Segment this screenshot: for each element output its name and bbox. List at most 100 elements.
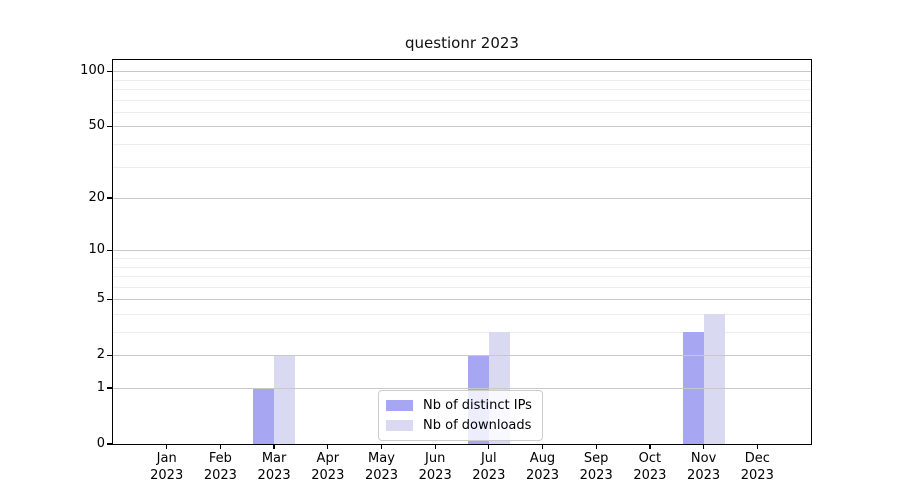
x-axis-label-apr: Apr 2023	[311, 451, 344, 484]
x-axis-label-month: Jan	[156, 451, 177, 466]
y-axis-tick-20	[107, 197, 112, 199]
gridline-minor-y3	[113, 332, 811, 333]
gridline-minor-y70	[113, 99, 811, 101]
x-axis-label-year: 2023	[257, 467, 291, 483]
x-axis-label-month: Oct	[638, 451, 662, 466]
gridline-major-y2	[113, 355, 811, 357]
y-axis-label-0: 0	[96, 436, 105, 451]
legend: Nb of distinct IPs Nb of downloads	[378, 390, 543, 441]
legend-row-downloads: Nb of downloads	[386, 418, 532, 433]
y-axis-tick-5	[107, 298, 112, 300]
gridline-minor-y90	[113, 79, 811, 81]
legend-swatch-distinct-ips	[386, 400, 413, 411]
bar-mar-downloads	[274, 355, 296, 444]
y-axis-tick-2	[107, 354, 112, 356]
x-axis-label-year: 2023	[150, 467, 184, 483]
x-axis-tick-apr	[327, 444, 329, 449]
x-axis-label-nov: Nov 2023	[687, 451, 720, 484]
gridline-minor-y8	[113, 266, 811, 268]
x-axis-label-month: May	[368, 451, 395, 466]
x-axis-tick-may	[380, 444, 383, 449]
y-axis-label-5: 5	[96, 291, 105, 307]
gridline-major-y5	[113, 299, 811, 301]
y-axis-label-1: 1	[96, 380, 105, 395]
bars-layer	[113, 60, 811, 444]
x-axis-label-year: 2023	[472, 467, 506, 483]
x-axis-label-year: 2023	[525, 467, 560, 483]
x-axis-label-month: Apr	[316, 451, 340, 466]
y-axis-label-20: 20	[88, 190, 105, 206]
y-axis-tick-0	[107, 443, 112, 445]
x-axis-tick-aug	[541, 444, 544, 449]
x-axis-label-jun: Jun 2023	[419, 451, 452, 484]
y-axis-label-50: 50	[88, 118, 105, 134]
x-axis-tick-sep	[595, 444, 597, 449]
legend-row-distinct-ips: Nb of distinct IPs	[386, 398, 532, 413]
x-axis-label-year: 2023	[633, 467, 667, 483]
gridline-major-y1	[113, 388, 811, 389]
x-axis-tick-nov	[702, 444, 705, 449]
x-axis-tick-mar	[273, 444, 275, 449]
x-axis-label-month: Mar	[261, 451, 287, 466]
x-axis-label-may: May 2023	[365, 451, 398, 484]
x-axis-label-sep: Sep 2023	[580, 451, 613, 484]
y-axis-tick-10	[107, 249, 112, 251]
bar-mar-distinct-ips	[253, 388, 275, 444]
x-axis-label-jan: Jan 2023	[150, 451, 183, 484]
x-axis-label-month: Nov	[690, 451, 717, 466]
gridline-minor-y9	[113, 258, 811, 259]
bar-nov-downloads	[703, 314, 725, 444]
x-axis-label-month: Dec	[744, 451, 770, 466]
gridline-major-y50	[113, 126, 811, 128]
gridline-minor-y4	[113, 314, 811, 315]
x-axis-tick-dec	[756, 444, 758, 449]
y-axis-tick-100	[107, 70, 112, 72]
y-axis-tick-1	[107, 387, 112, 389]
x-axis-tick-jul	[488, 444, 490, 449]
x-axis-label-month: Sep	[583, 451, 609, 466]
x-axis-tick-jan	[166, 444, 168, 449]
plot-area: 0 1 2 5 10 20 50 100 Jan 2023 Feb 2023 Mar 2023 Apr 202…	[80, 59, 812, 483]
grid-minor-layer	[113, 60, 811, 444]
legend-label-distinct-ips: Nb of distinct IPs	[423, 398, 532, 413]
legend-label-downloads: Nb of downloads	[423, 418, 532, 433]
x-axis-label-dec: Dec 2023	[741, 451, 774, 484]
y-axis-label-2: 2	[96, 347, 105, 363]
x-axis-tick-feb	[219, 444, 222, 449]
y-axis-label-10: 10	[88, 242, 105, 258]
x-axis-label-feb: Feb 2023	[204, 451, 237, 484]
x-axis-label-year: 2023	[364, 467, 399, 483]
gridline-minor-y80	[113, 89, 811, 90]
x-axis-label-month: Aug	[529, 451, 556, 466]
x-axis-label-year: 2023	[740, 467, 774, 483]
x-axis-label-year: 2023	[579, 467, 613, 483]
x-axis-label-month: Jul	[480, 451, 497, 466]
gridline-major-y20	[113, 198, 811, 200]
x-axis-label-year: 2023	[687, 467, 721, 483]
x-axis-tick-jun	[434, 444, 436, 449]
legend-swatch-downloads	[386, 420, 413, 431]
gridline-minor-y6	[113, 286, 811, 288]
ticks-layer: 0 1 2 5 10 20 50 100 Jan 2023 Feb 2023 Mar 2023 Apr 202…	[80, 60, 811, 483]
x-axis-label-jul: Jul 2023	[472, 451, 505, 484]
x-axis-label-aug: Aug 2023	[526, 451, 559, 484]
gridline-minor-y40	[113, 144, 811, 145]
x-axis-label-year: 2023	[311, 467, 345, 483]
x-axis-label-mar: Mar 2023	[258, 451, 291, 484]
x-axis-label-oct: Oct 2023	[633, 451, 666, 484]
x-axis-label-month: Jun	[425, 451, 446, 466]
chart-title: questionr 2023	[405, 34, 519, 52]
gridline-minor-y30	[113, 166, 811, 168]
gridline-minor-y60	[113, 111, 811, 113]
y-axis-tick-50	[107, 125, 112, 128]
gridline-minor-y7	[113, 276, 811, 277]
gridline-major-y100	[113, 71, 811, 73]
x-axis-tick-oct	[649, 444, 651, 449]
y-axis-label-100: 100	[80, 63, 105, 79]
x-axis-label-year: 2023	[418, 467, 452, 483]
grid-major-layer	[113, 60, 811, 444]
x-axis-label-year: 2023	[203, 467, 237, 483]
x-axis-label-month: Feb	[208, 451, 232, 466]
gridline-major-y10	[113, 250, 811, 252]
